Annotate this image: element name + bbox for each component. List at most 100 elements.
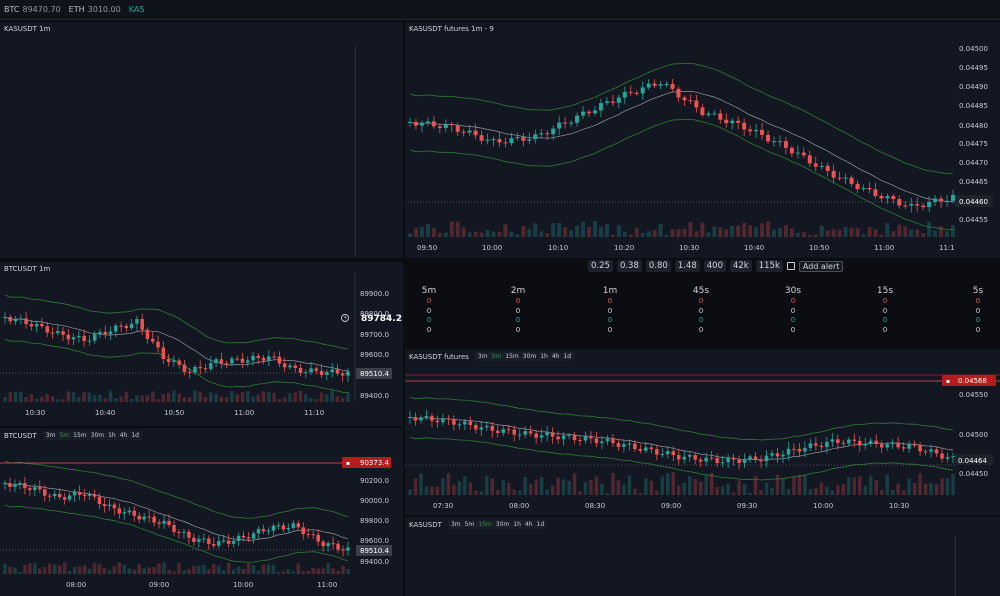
- volume-bar: [261, 391, 266, 402]
- tf-cell: 0: [426, 297, 432, 305]
- volume-bar: [413, 227, 418, 237]
- tf-column: 45s 0 0 0 0: [686, 286, 716, 335]
- ticker-btc[interactable]: BTC 89470.70: [4, 5, 61, 14]
- tf-5m[interactable]: 5m: [464, 521, 475, 528]
- tf-1d[interactable]: 1d: [563, 353, 572, 360]
- tf-1h[interactable]: 1h: [513, 521, 521, 528]
- candle-body: [581, 111, 586, 116]
- volume-bar: [512, 489, 516, 495]
- tf-1h[interactable]: 1h: [540, 353, 548, 360]
- volume-bar: [724, 229, 729, 237]
- volume-bar: [314, 399, 319, 402]
- alarm-clock-icon[interactable]: [341, 314, 349, 322]
- tf-4h[interactable]: 4h: [119, 432, 128, 439]
- tf-column: 5s 0 0 0 0: [963, 286, 993, 335]
- chart-panel-kas-1m[interactable]: KASUSDT 1m: [0, 22, 403, 258]
- last-price-tag: [955, 454, 993, 465]
- candlestick-chart[interactable]: ▪ 90373.4 90200.0 90000.0 89800.0 89600.…: [0, 428, 403, 596]
- volume-bar: [491, 231, 496, 237]
- y-tick-label: 0.04550: [959, 391, 988, 399]
- candle-body: [82, 335, 86, 342]
- chart-panel-btc-tf[interactable]: BTCUSDT 3m 5m 15m 30m 1h 4h 1d ▪ 90373.4…: [0, 428, 403, 596]
- tf-5m[interactable]: 5m: [491, 353, 502, 360]
- candle-body: [461, 131, 466, 133]
- last-price-label: 0.04460: [959, 198, 988, 206]
- candle-body: [556, 436, 560, 440]
- chart-panel-kas-tf[interactable]: KASUSDT 3m 5m 15m 30m 1h 4h 1d: [405, 517, 1000, 596]
- candle-body: [449, 124, 454, 126]
- stat-value: 0.38: [616, 260, 642, 272]
- tf-30m[interactable]: 30m: [522, 353, 537, 360]
- candle-body: [77, 491, 82, 495]
- volume-bar: [485, 230, 490, 237]
- tf-4h[interactable]: 4h: [551, 353, 560, 360]
- volume-bar: [720, 486, 725, 495]
- tf-column: 30s 0 0 0 0: [778, 286, 808, 335]
- add-alert-button[interactable]: Add alert: [798, 260, 844, 272]
- x-tick-label: 10:50: [809, 244, 829, 252]
- candle-body: [157, 522, 161, 524]
- tf-column-header: 15s: [876, 286, 894, 296]
- volume-bar: [62, 562, 67, 574]
- volume-bar: [604, 223, 609, 237]
- tf-15m[interactable]: 15m: [73, 432, 87, 439]
- volume-bar: [245, 391, 250, 402]
- volume-bar: [114, 398, 118, 402]
- candle-body: [655, 449, 659, 455]
- volume-bar: [485, 475, 489, 495]
- candlestick-chart[interactable]: 89900.0 89800.0 89700.0 89600.0 89510.4 …: [0, 262, 403, 426]
- volume-bar: [256, 394, 261, 402]
- ticker-eth[interactable]: ETH 3010.00: [69, 5, 121, 14]
- volume-bar: [197, 565, 201, 574]
- tf-3m[interactable]: 3m: [450, 521, 461, 528]
- tf-1h[interactable]: 1h: [108, 432, 116, 439]
- tf-4h[interactable]: 4h: [524, 521, 533, 528]
- tf-3m[interactable]: 3m: [477, 353, 488, 360]
- volume-bar: [915, 229, 920, 237]
- volume-bar: [291, 571, 296, 574]
- volume-bar: [98, 394, 102, 402]
- bollinger-lower-line: [4, 338, 349, 394]
- panel-header: BTCUSDT 3m 5m 15m 30m 1h 4h 1d: [4, 431, 142, 440]
- y-tick-label: 0.04450: [959, 470, 988, 478]
- volume-bar: [712, 226, 717, 237]
- tf-3m[interactable]: 3m: [45, 432, 56, 439]
- volume-bar: [539, 477, 544, 495]
- volume-bar: [246, 563, 251, 574]
- tf-5m[interactable]: 5m: [59, 432, 70, 439]
- volume-bar: [891, 231, 896, 237]
- volume-bar: [281, 571, 286, 574]
- volume-bar: [221, 570, 226, 574]
- bollinger-upper-line: [409, 396, 954, 441]
- candle-body: [3, 483, 7, 484]
- tf-30m[interactable]: 30m: [495, 521, 510, 528]
- tf-30m[interactable]: 30m: [90, 432, 105, 439]
- volume-bar: [13, 391, 18, 402]
- volume-bar: [907, 478, 911, 495]
- alert-marker-icon: ▪: [346, 460, 350, 467]
- tf-cell: 0: [882, 297, 888, 305]
- volume-bar: [616, 225, 621, 237]
- ticker-kas[interactable]: KAS: [129, 5, 148, 14]
- volume-bar: [425, 224, 430, 237]
- volume-bar: [152, 567, 156, 574]
- tf-1d[interactable]: 1d: [536, 521, 545, 528]
- x-tick-label: 10:40: [744, 244, 764, 252]
- chart-panel-kas-futures-1m[interactable]: KASUSDT futures 1m - 9 0.04500 0.04495 0…: [405, 22, 1000, 258]
- chart-panel-btc-1m[interactable]: BTCUSDT 1m 89900.0 89800.0 89700.0 89600…: [0, 262, 403, 426]
- candle-body: [764, 455, 769, 462]
- candle-body: [92, 334, 97, 341]
- volume-bar: [212, 564, 216, 574]
- tf-15m[interactable]: 15m: [478, 521, 492, 528]
- candle-body: [901, 447, 906, 449]
- tf-15m[interactable]: 15m: [505, 353, 519, 360]
- copy-icon[interactable]: [786, 262, 795, 270]
- tf-1d[interactable]: 1d: [131, 432, 139, 439]
- chart-panel-kas-futures-tf[interactable]: KASUSDT futures 3m 5m 15m 30m 1h 4h 1d ▪…: [405, 349, 1000, 515]
- candle-body: [166, 359, 171, 362]
- candle-body: [633, 443, 637, 450]
- candlestick-chart[interactable]: 0.04500 0.04495 0.04490 0.04485 0.04480 …: [405, 22, 1000, 258]
- volume-bar: [45, 394, 49, 402]
- candle-body: [814, 443, 818, 446]
- candlestick-chart[interactable]: ▪ 0.04568 0.04550 0.04500 0.04464 0.0445…: [405, 349, 1000, 515]
